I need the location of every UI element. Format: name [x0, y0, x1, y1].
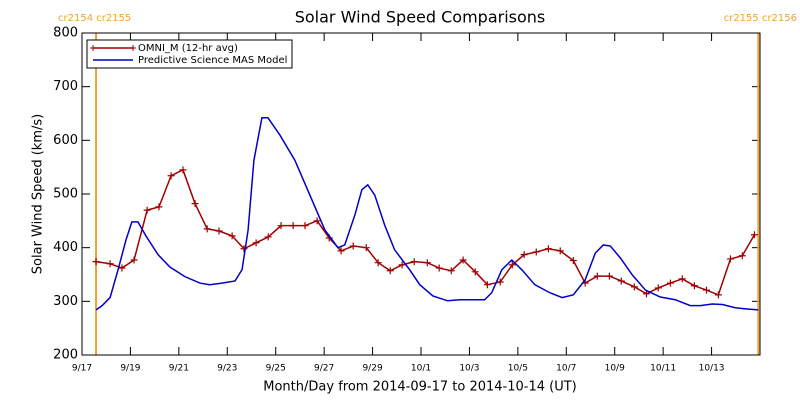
x-tick-label: 10/9 [605, 364, 625, 374]
plus-marker [92, 258, 100, 266]
plus-marker [337, 247, 345, 255]
plus-marker [750, 231, 758, 239]
plus-marker [556, 247, 564, 255]
plus-marker [215, 227, 223, 235]
carrington-label: cr2155 cr2156 [724, 13, 797, 24]
y-tick-label: 800 [53, 26, 78, 41]
x-tick-label: 10/1 [411, 364, 431, 374]
x-axis-label: Month/Day from 2014-09-17 to 2014-10-14 … [263, 380, 576, 395]
plus-marker [630, 283, 638, 291]
x-tick-label: 9/25 [266, 364, 286, 374]
x-tick-label: 9/21 [169, 364, 189, 374]
plus-marker [605, 272, 613, 280]
plus-marker [130, 256, 138, 264]
x-tick-label: 9/23 [217, 364, 237, 374]
plus-marker [423, 259, 431, 267]
plus-marker [167, 172, 175, 180]
x-tick-label: 10/7 [556, 364, 576, 374]
plus-marker [228, 232, 236, 240]
plus-marker [386, 267, 394, 275]
plus-marker [349, 242, 357, 250]
plus-marker [410, 258, 418, 266]
plus-marker [690, 282, 698, 290]
plus-marker [666, 279, 674, 287]
plus-marker [617, 277, 625, 285]
series-line [95, 117, 759, 311]
x-tick-label: 9/29 [362, 364, 382, 374]
plus-marker [654, 284, 662, 292]
plus-marker [532, 248, 540, 256]
plus-marker [544, 245, 552, 253]
plus-marker [240, 245, 248, 253]
plus-marker [726, 255, 734, 263]
plus-marker [179, 166, 187, 174]
plus-marker [520, 251, 528, 259]
x-tick-label: 9/19 [120, 364, 140, 374]
plus-marker [642, 290, 650, 298]
plus-marker [203, 225, 211, 233]
carrington-label: cr2154 cr2155 [58, 13, 131, 24]
plus-marker [155, 203, 163, 211]
plus-marker [508, 261, 516, 269]
x-tick-label: 10/5 [508, 364, 528, 374]
plus-marker [593, 272, 601, 280]
plus-marker [313, 217, 321, 225]
plus-marker [471, 268, 479, 276]
y-tick-label: 200 [53, 348, 78, 363]
plus-marker [738, 252, 746, 260]
plus-marker [191, 200, 199, 208]
y-tick-label: 300 [53, 294, 78, 309]
plus-marker [435, 264, 443, 272]
y-tick-label: 600 [53, 133, 78, 148]
plus-marker [301, 222, 309, 230]
plus-marker [678, 275, 686, 283]
y-axis-label: Solar Wind Speed (km/s) [31, 114, 46, 274]
x-tick-label: 10/3 [459, 364, 479, 374]
x-tick-label: 10/11 [650, 364, 676, 374]
plus-marker [496, 278, 504, 286]
x-tick-label: 9/27 [314, 364, 334, 374]
plus-marker [447, 267, 455, 275]
plus-marker [714, 291, 722, 299]
plus-marker [277, 222, 285, 230]
plus-marker [289, 222, 297, 230]
plus-marker [374, 259, 382, 267]
plus-marker [569, 257, 577, 265]
plus-marker [702, 286, 710, 294]
y-tick-label: 400 [53, 240, 78, 255]
plus-marker [143, 206, 151, 214]
legend-marker [90, 45, 96, 51]
legend-label: OMNI_M (12-hr avg) [138, 43, 238, 54]
plus-marker [459, 256, 467, 264]
plot-frame [81, 32, 761, 356]
x-tick-label: 10/13 [699, 364, 725, 374]
x-tick-label: 9/17 [72, 364, 92, 374]
plus-marker [252, 239, 260, 247]
plus-marker [118, 264, 126, 272]
legend-label: Predictive Science MAS Model [138, 55, 287, 66]
chart-title: Solar Wind Speed Comparisons [295, 8, 546, 27]
plus-marker [264, 233, 272, 241]
plus-marker [483, 281, 491, 289]
y-tick-label: 700 [53, 79, 78, 94]
y-tick-label: 500 [53, 187, 78, 202]
legend-marker [130, 45, 136, 51]
plus-marker [398, 261, 406, 269]
plus-marker [362, 244, 370, 252]
plus-marker [106, 260, 114, 268]
legend-box [86, 39, 293, 69]
